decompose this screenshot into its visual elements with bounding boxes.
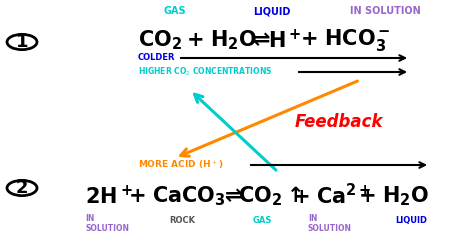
Text: GAS: GAS (164, 6, 186, 16)
Text: $\mathbf{+\ H_2O}$: $\mathbf{+\ H_2O}$ (358, 184, 429, 208)
Text: $\mathbf{H^+}$: $\mathbf{H^+}$ (268, 28, 301, 52)
Text: LIQUID: LIQUID (253, 6, 291, 16)
Text: $\mathbf{+\ H_2O}$: $\mathbf{+\ H_2O}$ (186, 28, 257, 52)
Text: $\mathbf{\rightleftharpoons}$: $\mathbf{\rightleftharpoons}$ (220, 186, 243, 206)
Text: 2: 2 (16, 179, 28, 197)
Text: $\mathbf{+\ CaCO_3}$: $\mathbf{+\ CaCO_3}$ (128, 184, 226, 208)
Text: IN SOLUTION: IN SOLUTION (350, 6, 420, 16)
Text: SOLUTION: SOLUTION (308, 224, 352, 233)
Text: SOLUTION: SOLUTION (85, 224, 129, 233)
Text: $\mathbf{CO_2}$: $\mathbf{CO_2}$ (138, 28, 182, 52)
Text: MORE ACID (H$^+$): MORE ACID (H$^+$) (138, 159, 223, 171)
Text: HIGHER CO$_2$ CONCENTRATIONS: HIGHER CO$_2$ CONCENTRATIONS (138, 66, 273, 78)
Text: IN: IN (85, 214, 94, 223)
Text: IN: IN (308, 214, 318, 223)
Text: $\mathbf{+\ Ca^{2+}}$: $\mathbf{+\ Ca^{2+}}$ (292, 183, 372, 209)
Text: GAS: GAS (252, 216, 272, 225)
Text: 1: 1 (16, 33, 28, 51)
Text: Feedback: Feedback (295, 113, 383, 131)
Text: $\mathbf{\rightleftharpoons}$: $\mathbf{\rightleftharpoons}$ (248, 30, 271, 50)
Text: ROCK: ROCK (169, 216, 195, 225)
Text: LIQUID: LIQUID (395, 216, 427, 225)
Text: $\mathbf{CO_2\uparrow}$: $\mathbf{CO_2\uparrow}$ (238, 184, 301, 208)
Text: $\mathbf{+\ HCO_3^-}$: $\mathbf{+\ HCO_3^-}$ (300, 27, 391, 53)
Text: $\mathbf{2H^+}$: $\mathbf{2H^+}$ (85, 184, 133, 208)
Text: COLDER: COLDER (138, 54, 175, 62)
